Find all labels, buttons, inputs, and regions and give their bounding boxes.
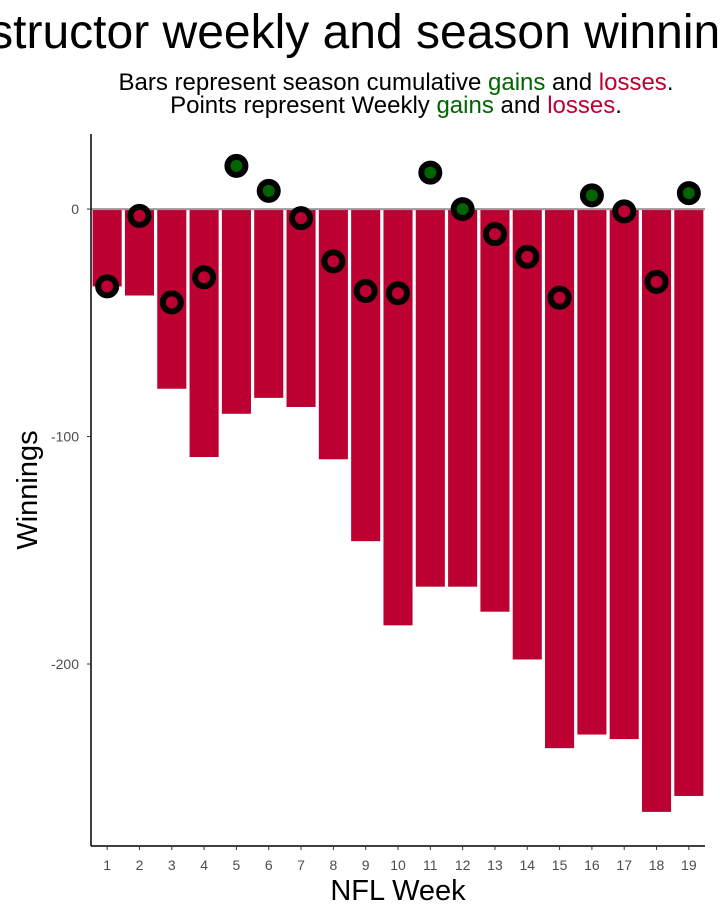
bar-week-9	[351, 209, 381, 542]
x-tick-label: 11	[423, 857, 438, 873]
x-tick-label: 1	[103, 857, 111, 873]
point-week-2	[127, 203, 152, 228]
x-tick-label: 19	[681, 857, 697, 873]
x-tick-label: 6	[265, 857, 273, 873]
subtitle-2-middle: and	[494, 92, 547, 119]
point-week-4	[192, 265, 217, 290]
subtitle-1-prefix: Bars represent season cumulative	[119, 69, 489, 96]
bar-week-5	[221, 209, 251, 414]
bar-week-10	[383, 209, 413, 626]
x-ticks-layer: 1 2 3 4 5 6 7 8 9 10 11 12 13 14 15 16 17 18 19	[103, 846, 697, 873]
x-tick-label: 12	[455, 857, 471, 873]
x-tick-label: 4	[200, 857, 208, 873]
point-week-14	[515, 244, 540, 269]
y-tick-label: -200	[51, 656, 79, 672]
point-week-3	[159, 290, 184, 315]
subtitle-1-losses: losses	[599, 69, 667, 96]
point-week-18	[644, 269, 669, 294]
subtitle-2-gains: gains	[436, 92, 493, 119]
x-tick-label: 13	[487, 857, 503, 873]
point-week-15	[547, 285, 572, 310]
bar-week-16	[577, 209, 607, 735]
bar-week-4	[189, 209, 219, 458]
x-axis-title: NFL Week	[330, 875, 466, 907]
x-tick-label: 7	[297, 857, 305, 873]
point-week-8	[321, 249, 346, 274]
x-tick-label: 15	[552, 857, 568, 873]
bar-week-13	[480, 209, 510, 612]
subtitle-2-suffix: .	[615, 92, 622, 119]
bar-week-14	[512, 209, 542, 660]
point-week-9	[353, 278, 378, 303]
subtitle-2-losses: losses	[547, 92, 615, 119]
bar-week-8	[318, 209, 348, 460]
x-tick-label: 14	[519, 857, 535, 873]
bar-week-11	[415, 209, 445, 587]
point-week-1	[95, 274, 120, 299]
x-tick-label: 9	[362, 857, 370, 873]
x-tick-label: 2	[136, 857, 144, 873]
y-axis-title: Winnings	[12, 430, 44, 549]
subtitle-1-middle: and	[545, 69, 598, 96]
bar-week-17	[609, 209, 639, 740]
bar-week-18	[641, 209, 672, 812]
chart-title: Instructor weekly and season winnings	[0, 6, 720, 59]
chart-subtitle-line-1: Bars represent season cumulative gains a…	[119, 69, 674, 96]
point-week-10	[386, 281, 410, 306]
point-week-11	[418, 160, 443, 185]
x-tick-label: 18	[649, 857, 665, 873]
point-week-13	[482, 222, 507, 247]
point-week-16	[579, 183, 604, 208]
x-tick-label: 17	[616, 857, 632, 873]
bar-week-19	[674, 209, 704, 796]
bar-week-12	[448, 209, 478, 587]
x-tick-label: 8	[329, 857, 337, 873]
point-week-12	[450, 197, 475, 222]
subtitle-2-prefix: Points represent Weekly	[170, 92, 436, 119]
x-tick-label: 3	[168, 857, 176, 873]
bar-week-7	[286, 209, 316, 407]
bars-layer	[92, 209, 704, 812]
y-tick-label: 0	[71, 201, 79, 217]
bar-week-6	[254, 209, 284, 398]
bar-week-1	[92, 209, 122, 287]
y-tick-label: -100	[51, 429, 79, 445]
x-tick-label: 5	[233, 857, 241, 873]
point-week-6	[256, 178, 281, 203]
y-ticks-layer: 0 -100 -200	[51, 201, 91, 672]
point-week-7	[289, 206, 314, 231]
subtitle-1-gains: gains	[488, 69, 545, 96]
point-week-5	[224, 153, 249, 178]
subtitle-1-suffix: .	[667, 69, 674, 96]
points-layer	[95, 153, 701, 315]
chart-subtitle-line-2: Points represent Weekly gains and losses…	[170, 92, 622, 119]
x-tick-label: 10	[390, 857, 406, 873]
point-week-19	[676, 181, 701, 206]
point-week-17	[612, 199, 637, 224]
x-tick-label: 16	[584, 857, 600, 873]
